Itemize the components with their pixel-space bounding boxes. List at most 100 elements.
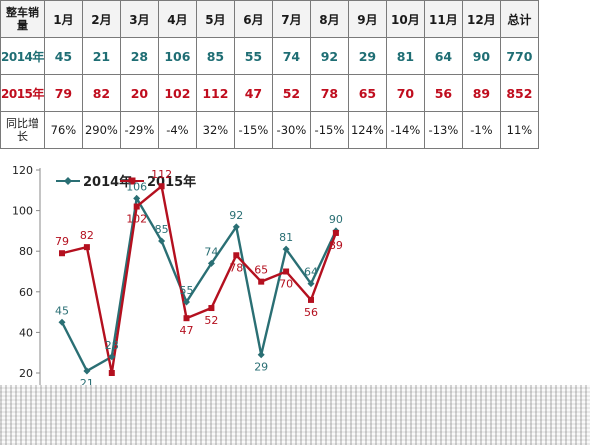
row-label: 2015年 xyxy=(0,74,45,112)
series-2014-point xyxy=(282,245,290,253)
total-cell: 852 xyxy=(499,74,539,112)
table-cell: 89 xyxy=(461,74,501,112)
series-2015-data-label: 47 xyxy=(180,324,194,337)
series-2014-data-label: 74 xyxy=(204,245,218,258)
month-header: 5月 xyxy=(195,0,235,38)
series-2014-data-label: 64 xyxy=(304,266,318,279)
series-2015-point xyxy=(158,183,165,190)
table-cell: 20 xyxy=(119,74,159,112)
series-2014-point xyxy=(108,353,116,361)
y-tick-label: 20 xyxy=(19,367,33,380)
table-cell: -15% xyxy=(233,111,273,149)
series-2014-point xyxy=(158,237,166,245)
table-cell: 52 xyxy=(271,74,311,112)
y-axis: 20 40 60 80 100 120 xyxy=(12,164,41,385)
table-cell: -15% xyxy=(309,111,349,149)
month-header: 11月 xyxy=(423,0,463,38)
month-header: 3月 xyxy=(119,0,159,38)
month-header: 9月 xyxy=(347,0,387,38)
series-2015-data-label: 79 xyxy=(55,235,69,248)
table-cell: 290% xyxy=(81,111,121,149)
table-cell: 78 xyxy=(309,74,349,112)
series-2015-point xyxy=(133,203,140,210)
table-row-growth: 同比增长 76% 290% -29% -4% 32% -15% -30% -15… xyxy=(0,111,539,149)
legend-marker xyxy=(64,177,72,185)
series-2014-point xyxy=(58,318,66,326)
series-2014-data-label: 28 xyxy=(105,339,119,352)
series-2014-data-label: 29 xyxy=(254,361,268,374)
series-2015-point xyxy=(332,229,339,236)
series-2014-point xyxy=(257,351,265,359)
series-2014-data-label: 21 xyxy=(80,377,94,385)
month-header: 8月 xyxy=(309,0,349,38)
table-cell: 90 xyxy=(461,37,501,75)
series-group: 45 21 28 106 85 55 74 92 29 81 64 90 79 82 102 112 47 52 7… xyxy=(55,168,343,385)
series-2015-data-label: 102 xyxy=(126,213,147,226)
series-2015-data-label: 82 xyxy=(80,229,94,242)
table-cell: -29% xyxy=(119,111,159,149)
table-cell: 81 xyxy=(385,37,425,75)
table-cell: 82 xyxy=(81,74,121,112)
table-row-2014: 2014年 45 21 28 106 85 55 74 92 29 81 64 … xyxy=(0,37,539,75)
series-2015-data-label: 78 xyxy=(229,261,243,274)
series-2015-data-label: 89 xyxy=(329,239,343,252)
series-2014-point xyxy=(133,194,141,202)
y-tick-label: 60 xyxy=(19,286,33,299)
table-cell: 64 xyxy=(423,37,463,75)
series-2015-point xyxy=(258,278,265,285)
series-2015-point xyxy=(183,315,190,322)
table-cell: 21 xyxy=(81,37,121,75)
series-2015-point xyxy=(108,370,115,376)
table-cell: 29 xyxy=(347,37,387,75)
series-2014-data-label: 45 xyxy=(55,304,69,317)
table-cell: -4% xyxy=(157,111,197,149)
legend-label: 2014年 xyxy=(83,174,132,190)
series-2014-point xyxy=(207,259,215,267)
series-2015-data-label: 112 xyxy=(151,168,172,181)
table-cell: -1% xyxy=(461,111,501,149)
table-cell: 32% xyxy=(195,111,235,149)
table-cell: -30% xyxy=(271,111,311,149)
table-header-row: 整车销量 1月 2月 3月 4月 5月 6月 7月 8月 9月 10月 11月 … xyxy=(0,0,539,38)
table-cell: 70 xyxy=(385,74,425,112)
table-cell: 47 xyxy=(233,74,273,112)
series-2014-line xyxy=(60,194,337,373)
series-2014-data-label: 92 xyxy=(229,209,243,222)
row-label: 2014年 xyxy=(0,37,45,75)
y-tick-label: 80 xyxy=(19,245,33,258)
series-2015-data-label: 52 xyxy=(204,314,218,327)
header-label: 整车销量 xyxy=(0,0,45,38)
table-cell: 45 xyxy=(43,37,83,75)
table-cell: 55 xyxy=(233,37,273,75)
table-cell: -13% xyxy=(423,111,463,149)
series-2015-point xyxy=(208,305,215,312)
series-2014-data-label: 85 xyxy=(155,223,169,236)
total-header: 总计 xyxy=(499,0,539,38)
bottom-noise-band xyxy=(0,385,590,445)
series-2014-data-label: 90 xyxy=(329,213,343,226)
series-2015-data-label: 65 xyxy=(254,264,268,277)
month-header: 1月 xyxy=(43,0,83,38)
table-cell: 124% xyxy=(347,111,387,149)
series-2014-point xyxy=(183,298,190,306)
month-header: 2月 xyxy=(81,0,121,38)
series-2015-point xyxy=(233,252,240,259)
table-cell: 92 xyxy=(309,37,349,75)
table-cell: 28 xyxy=(119,37,159,75)
table-row-2015: 2015年 79 82 20 102 112 47 52 78 65 70 56… xyxy=(0,74,539,112)
y-tick-label: 120 xyxy=(12,164,33,177)
sales-table: 整车销量 1月 2月 3月 4月 5月 6月 7月 8月 9月 10月 11月 … xyxy=(0,0,539,149)
month-header: 4月 xyxy=(157,0,197,38)
series-2015-point xyxy=(308,296,314,303)
series-2014-data-label: 106 xyxy=(126,180,147,193)
series-2014-data-label: 55 xyxy=(180,284,194,297)
series-2015-point xyxy=(283,268,290,275)
table-cell: 85 xyxy=(195,37,235,75)
row-label: 同比增长 xyxy=(0,111,45,149)
series-2015-data-label: 56 xyxy=(304,306,318,319)
table-cell: 74 xyxy=(271,37,311,75)
series-2015-point xyxy=(59,250,65,257)
month-header: 6月 xyxy=(233,0,273,38)
table-cell: 79 xyxy=(43,74,83,112)
